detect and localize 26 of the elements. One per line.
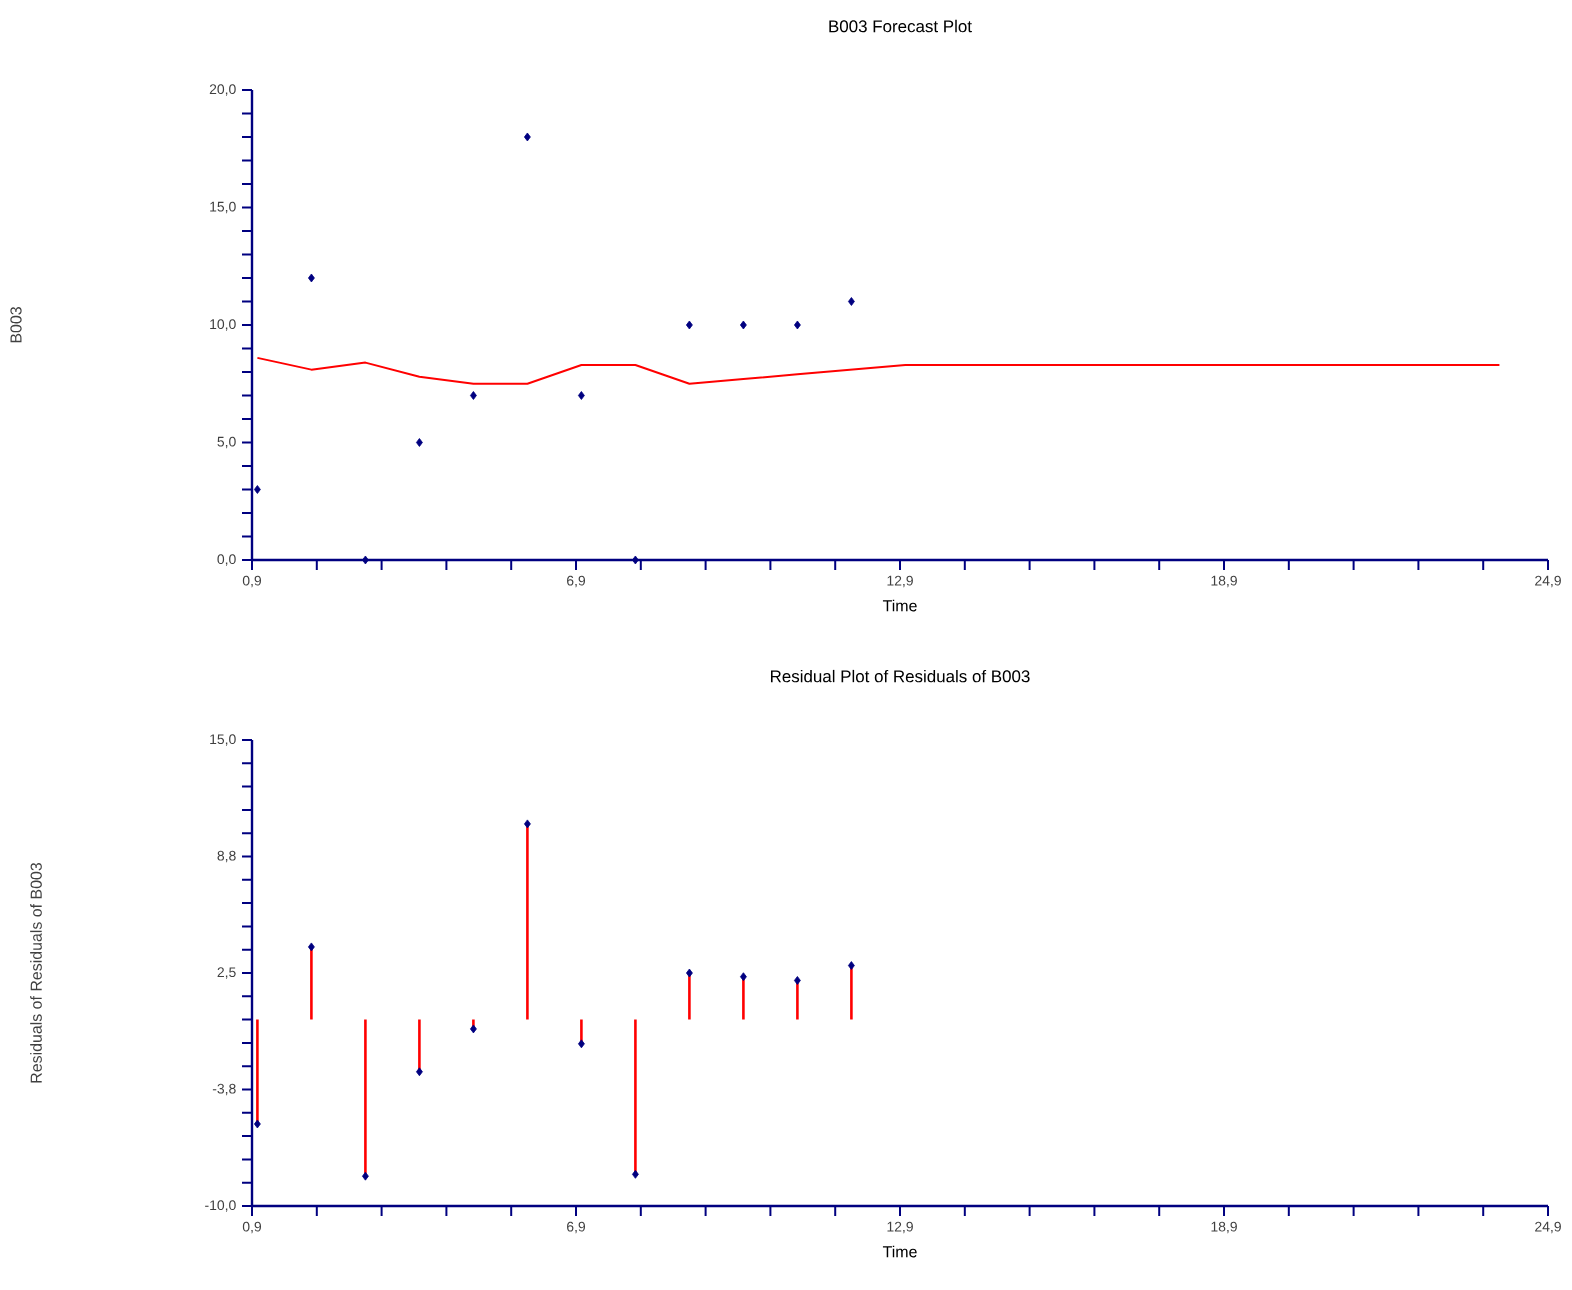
point bbox=[524, 132, 531, 142]
point bbox=[254, 485, 261, 494]
point bbox=[362, 1171, 369, 1181]
point bbox=[416, 438, 423, 447]
point bbox=[848, 961, 855, 970]
point bbox=[524, 819, 531, 829]
point bbox=[254, 1119, 261, 1129]
point bbox=[740, 320, 747, 330]
point bbox=[578, 1039, 585, 1049]
chart-title: Residual Plot of Residuals of B003 bbox=[770, 669, 1030, 683]
point bbox=[308, 942, 315, 952]
point bbox=[686, 968, 693, 978]
point bbox=[470, 1024, 477, 1034]
point bbox=[632, 1169, 639, 1179]
point bbox=[308, 273, 315, 283]
chart-title: B003 Forecast Plot bbox=[829, 19, 972, 33]
point bbox=[740, 972, 747, 982]
point bbox=[416, 1067, 423, 1077]
point bbox=[794, 320, 801, 330]
point bbox=[848, 297, 855, 306]
point bbox=[632, 555, 639, 565]
point bbox=[362, 555, 369, 565]
point bbox=[686, 320, 693, 330]
point bbox=[578, 391, 585, 400]
point bbox=[794, 976, 801, 985]
point bbox=[470, 391, 477, 400]
